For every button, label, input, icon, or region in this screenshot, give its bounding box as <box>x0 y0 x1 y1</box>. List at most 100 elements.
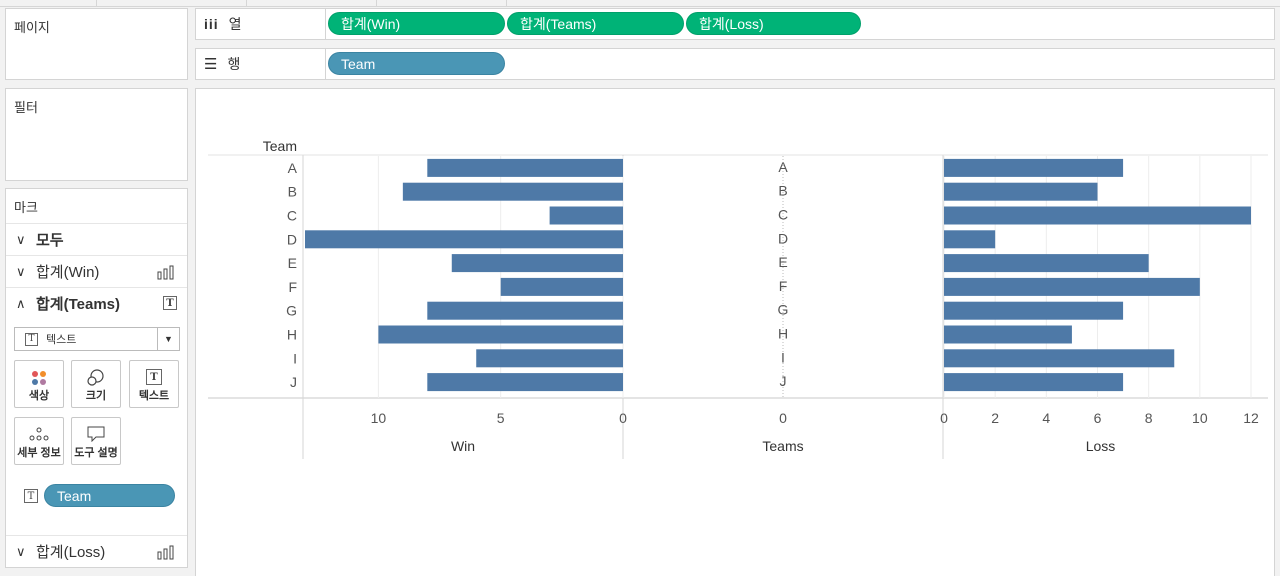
bar-loss <box>944 158 1124 177</box>
view-canvas[interactable]: Team A A B B C C D D E E F F G G H H I I J J 10 5 0 0 0 2 4 6 8 10 12 Wi… <box>195 88 1275 576</box>
bar-win <box>378 325 623 344</box>
row-label: B <box>288 184 297 200</box>
row-label: A <box>288 160 298 176</box>
size-icon <box>87 369 104 386</box>
bar-chart-icon <box>157 545 174 560</box>
column-pill-teams[interactable]: 합계(Teams) <box>507 12 684 35</box>
bar-loss <box>944 349 1175 368</box>
bar-loss <box>944 254 1149 273</box>
marks-card-win-label: 합계(Win) <box>36 264 100 281</box>
column-pill-loss[interactable]: 합계(Loss) <box>686 12 861 35</box>
row-label: H <box>287 327 297 343</box>
text-mark-team: G <box>778 302 789 318</box>
column-pill-teams-label: 합계(Teams) <box>520 15 597 32</box>
chevron-down-icon: ∨ <box>16 263 26 279</box>
marks-card-all-label: 모두 <box>36 232 64 249</box>
pages-title: 페이지 <box>14 20 50 35</box>
text-mark-icon: T <box>163 296 177 310</box>
marks-pane: 마크 ∨ 모두 ∨ 합계(Win) ∧ 합계(Teams) T T 텍스트 ▼ … <box>5 188 188 568</box>
bar-win <box>427 301 623 320</box>
toolbar-strip <box>0 0 1280 7</box>
detail-icon <box>29 427 49 441</box>
color-button-label: 색상 <box>28 390 50 402</box>
team-field-pill[interactable]: Team <box>44 484 175 507</box>
text-mark-icon: T <box>24 489 38 503</box>
columns-icon: iii <box>204 16 219 32</box>
tick-label: 4 <box>1042 410 1050 426</box>
bar-loss <box>944 325 1072 344</box>
text-button-label: 텍스트 <box>138 390 170 402</box>
marks-card-loss-label: 합계(Loss) <box>36 544 106 561</box>
column-pill-win[interactable]: 합계(Win) <box>328 12 505 35</box>
tooltip-button-label: 도구 설명 <box>74 447 118 459</box>
tick-label: 0 <box>779 410 787 426</box>
axis-title-loss: Loss <box>1086 438 1116 454</box>
tooltip-button[interactable]: 도구 설명 <box>71 417 121 465</box>
row-label: E <box>288 255 297 271</box>
rows-shelf-label: ☰ 행 <box>196 49 326 79</box>
text-mark-team: B <box>778 183 787 199</box>
rows-shelf[interactable]: ☰ 행 Team <box>195 48 1275 80</box>
axis-title-win: Win <box>451 438 475 454</box>
text-mark-team: I <box>781 349 785 365</box>
tick-label: 10 <box>371 410 387 426</box>
row-label: C <box>287 208 297 224</box>
bar-win <box>427 373 623 392</box>
column-pill-win-label: 합계(Win) <box>341 15 401 32</box>
tick-label: 0 <box>940 410 948 426</box>
dropdown-arrow-icon: ▼ <box>157 328 179 350</box>
chevron-up-icon: ∧ <box>16 295 26 311</box>
tick-label: 6 <box>1094 410 1102 426</box>
filters-title: 필터 <box>14 100 38 115</box>
marks-card-teams[interactable]: ∧ 합계(Teams) T <box>6 287 187 319</box>
rows-icon: ☰ <box>204 56 218 73</box>
marks-card-all[interactable]: ∨ 모두 <box>6 223 187 255</box>
bar-loss <box>944 301 1124 320</box>
text-button[interactable]: T 텍스트 <box>129 360 179 408</box>
text-icon: T <box>146 369 162 385</box>
tick-label: 5 <box>497 410 505 426</box>
marks-title: 마크 <box>14 200 38 215</box>
text-mark-icon: T <box>25 332 38 346</box>
team-field-pill-label: Team <box>57 487 92 504</box>
mark-type-label: 텍스트 <box>46 334 77 346</box>
row-label: J <box>290 374 297 390</box>
color-button[interactable]: 색상 <box>14 360 64 408</box>
tick-label: 2 <box>991 410 999 426</box>
bar-loss <box>944 277 1200 296</box>
pages-pane[interactable]: 페이지 <box>5 8 188 80</box>
bar-win <box>402 182 623 201</box>
bar-loss <box>944 182 1098 201</box>
tooltip-icon <box>87 426 105 442</box>
column-pill-loss-label: 합계(Loss) <box>699 15 764 32</box>
filters-pane[interactable]: 필터 <box>5 88 188 181</box>
text-mark-team: J <box>780 373 787 389</box>
columns-shelf[interactable]: iii 열 합계(Win) 합계(Teams) 합계(Loss) <box>195 8 1275 40</box>
bar-loss <box>944 206 1251 225</box>
row-pill-team-label: Team <box>341 55 376 72</box>
chevron-down-icon: ∨ <box>16 543 26 559</box>
columns-label-text: 열 <box>228 16 242 32</box>
bar-loss <box>944 373 1124 392</box>
axis-title-teams: Teams <box>762 438 803 454</box>
bar-win <box>500 277 623 296</box>
detail-button[interactable]: 세부 정보 <box>14 417 64 465</box>
mark-type-dropdown[interactable]: T 텍스트 ▼ <box>14 327 180 351</box>
row-label: I <box>293 350 297 366</box>
row-label: G <box>286 303 297 319</box>
bar-loss <box>944 230 996 249</box>
text-mark-team: E <box>778 254 787 270</box>
row-label: F <box>288 279 297 295</box>
marks-card-win[interactable]: ∨ 합계(Win) <box>6 255 187 287</box>
bar-win <box>549 206 623 225</box>
marks-card-loss[interactable]: ∨ 합계(Loss) <box>6 535 187 567</box>
detail-button-label: 세부 정보 <box>17 447 61 459</box>
color-icon <box>32 371 46 385</box>
bar-win <box>476 349 623 368</box>
row-pill-team[interactable]: Team <box>328 52 505 75</box>
tick-label: 0 <box>619 410 627 426</box>
text-mark-team: C <box>778 207 788 223</box>
size-button-label: 크기 <box>85 390 107 402</box>
size-button[interactable]: 크기 <box>71 360 121 408</box>
